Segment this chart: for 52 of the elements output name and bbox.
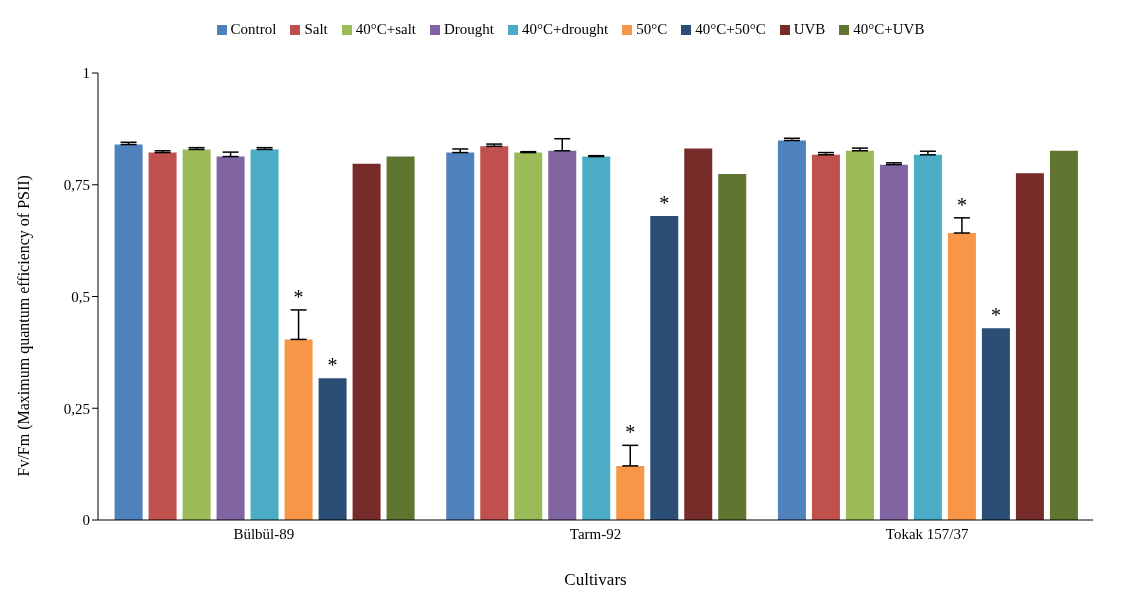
y-tick-label: 0 (82, 512, 90, 529)
y-tick-label: 0,25 (63, 400, 90, 417)
legend-label: Drought (443, 21, 495, 38)
bar (386, 156, 415, 520)
bar (352, 163, 381, 520)
bar (582, 156, 611, 520)
y-tick-label: 1 (82, 65, 90, 82)
legend-label: 40°C+salt (354, 21, 417, 38)
data-label: * (293, 285, 304, 308)
bar (284, 339, 313, 520)
bar (845, 150, 874, 520)
bar (318, 378, 347, 520)
data-label: * (659, 192, 670, 215)
legend-label: Control (229, 21, 277, 38)
legend-label: 40°C+50°C (694, 21, 766, 38)
bar (548, 150, 577, 520)
bar (148, 152, 177, 520)
legend-label: Salt (303, 21, 328, 38)
bar (250, 149, 279, 520)
bar (947, 233, 976, 520)
bar (514, 152, 543, 520)
bar (114, 144, 143, 520)
bar (777, 140, 806, 520)
bar (981, 328, 1010, 520)
bar (718, 174, 747, 520)
legend-label: 40°C+UVB (852, 21, 925, 38)
y-axis-title: Fv/Fm (Maximum quantum efficiency of PSII) (14, 175, 33, 477)
bar (616, 465, 645, 520)
x-axis-title: Cultivars (564, 570, 627, 589)
bar (811, 154, 840, 520)
bar (1015, 173, 1044, 520)
bar (879, 164, 908, 520)
x-tick-label: Tokak 157/37 (885, 525, 970, 542)
x-tick-label: Bülbül-89 (233, 525, 295, 542)
bar (446, 152, 475, 520)
legend-label: 50°C (635, 21, 668, 38)
data-label: * (990, 304, 1001, 327)
bar (480, 146, 509, 520)
bar (182, 149, 211, 520)
legend-label: UVB (792, 21, 826, 38)
legend-label: 40°C+drought (521, 21, 609, 38)
data-label: * (625, 421, 636, 444)
data-label: * (327, 354, 338, 377)
bar (1049, 150, 1078, 520)
y-tick-label: 0,75 (63, 177, 90, 194)
bar (913, 154, 942, 520)
bar (684, 148, 713, 520)
data-label: * (956, 193, 967, 216)
bar (650, 216, 679, 520)
y-tick-label: 0,5 (71, 288, 90, 305)
bar (216, 156, 245, 520)
x-tick-label: Tarm-92 (569, 525, 622, 542)
